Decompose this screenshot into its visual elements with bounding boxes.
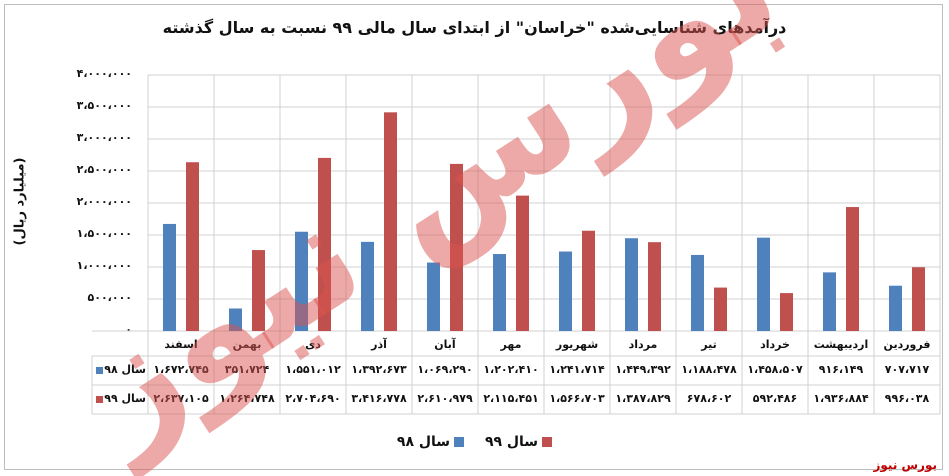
- category-label: مهر: [500, 338, 522, 351]
- category-label: دی: [305, 338, 321, 351]
- table-cell: ۷۰۷،۷۱۷: [884, 363, 930, 376]
- y-tick-label: ۴،۰۰۰،۰۰۰: [76, 67, 132, 80]
- chart-title: درآمدهای شناسایی‌شده "خراسان" از ابتدای …: [162, 18, 787, 37]
- legend-label-series-99: سال ۹۹: [484, 434, 539, 450]
- y-tick-label: ۱،۰۰۰،۰۰۰: [76, 259, 132, 272]
- table-cell: ۹۹۶،۰۳۸: [884, 392, 930, 405]
- table-cell: ۱،۳۹۲،۶۷۳: [351, 363, 407, 376]
- category-label: اسفند: [164, 338, 198, 351]
- y-tick-label: ۳،۰۰۰،۰۰۰: [76, 131, 132, 144]
- table-row-key: [96, 396, 103, 403]
- legend: سال ۹۸ سال ۹۹: [0, 434, 949, 450]
- table-cell: ۳،۴۱۶،۷۷۸: [351, 392, 407, 405]
- table-cell: ۲،۱۱۵،۴۵۱: [483, 392, 539, 405]
- bar-series-98: [163, 223, 176, 331]
- bar-series-98: [625, 238, 638, 331]
- chart-frame: [4, 4, 943, 470]
- category-label: بهمن: [232, 338, 262, 351]
- bar-series-99: [912, 267, 925, 331]
- bar-series-99: [318, 157, 331, 331]
- y-tick-label: ۲،۰۰۰،۰۰۰: [76, 195, 132, 208]
- bar-series-99: [648, 242, 661, 331]
- bar-series-99: [582, 230, 595, 331]
- y-tick-label: ۳،۵۰۰،۰۰۰: [76, 99, 132, 112]
- y-tick-label: ۵۰۰،۰۰۰: [87, 291, 132, 304]
- y-tick-label: ۱،۵۰۰،۰۰۰: [76, 227, 132, 240]
- table-cell: ۱،۶۷۲،۷۴۵: [153, 363, 209, 376]
- table-cell: ۱،۵۶۶،۷۰۳: [549, 392, 605, 405]
- table-cell: ۱،۵۵۱،۰۱۲: [285, 363, 341, 376]
- table-cell: ۱،۲۰۲،۴۱۰: [483, 363, 539, 376]
- category-label: آبان: [434, 338, 456, 351]
- table-cell: ۱،۱۸۸،۴۷۸: [681, 363, 737, 376]
- legend-swatch-series-99: [542, 437, 553, 447]
- category-label: شهریور: [555, 338, 599, 351]
- bar-series-98: [559, 251, 572, 331]
- category-label: تیر: [701, 338, 717, 351]
- bar-series-98: [757, 237, 770, 331]
- bar-series-98: [691, 254, 704, 331]
- category-label: اردیبهشت: [813, 338, 869, 351]
- bar-series-99: [714, 287, 727, 331]
- table-cell: ۵۹۲،۴۸۶: [752, 392, 798, 405]
- category-label: آذر: [371, 338, 387, 351]
- y-tick-label: ۲،۵۰۰،۰۰۰: [76, 163, 132, 176]
- bar-series-98: [889, 285, 902, 331]
- table-cell: ۱،۲۴۱،۷۱۴: [549, 363, 605, 376]
- bar-series-99: [186, 162, 199, 331]
- category-label: خرداد: [760, 338, 790, 351]
- table-cell: ۲،۷۰۴،۶۹۰: [285, 392, 341, 405]
- legend-label-series-98: سال ۹۸: [396, 434, 451, 450]
- table-row-key: [96, 367, 103, 374]
- y-tick-label: ۰: [125, 323, 132, 336]
- bar-series-99: [516, 195, 529, 331]
- table-cell: ۳۵۱،۷۲۴: [224, 363, 270, 376]
- bar-series-98: [823, 272, 836, 331]
- table-cell: ۱،۴۵۸،۵۰۷: [747, 363, 803, 376]
- table-cell: ۱،۳۸۷،۸۲۹: [615, 392, 671, 405]
- bar-series-98: [427, 262, 440, 331]
- legend-item-series-99: سال ۹۹: [484, 434, 553, 450]
- table-cell: ۶۷۸،۶۰۲: [686, 392, 732, 405]
- bar-series-99: [384, 112, 397, 332]
- table-cell: ۹۱۶،۱۴۹: [818, 363, 864, 376]
- bar-series-98: [295, 231, 308, 331]
- bar-series-99: [252, 250, 265, 331]
- table-row-label: سال ۹۹: [104, 392, 146, 405]
- table-cell: ۱،۹۳۶،۸۸۴: [813, 392, 869, 405]
- bar-series-98: [229, 308, 242, 331]
- category-label: فروردین: [883, 338, 931, 351]
- table-cell: ۱،۲۶۴،۷۴۸: [219, 392, 275, 405]
- table-cell: ۱،۰۶۹،۲۹۰: [417, 363, 473, 376]
- legend-item-series-98: سال ۹۸: [396, 434, 465, 450]
- source-label: بورس نیوز: [873, 458, 937, 472]
- bar-series-99: [846, 207, 859, 331]
- table-cell: ۲،۶۱۰،۹۷۹: [417, 392, 473, 405]
- legend-swatch-series-98: [454, 437, 465, 447]
- bar-series-98: [493, 254, 506, 331]
- bar-series-99: [450, 163, 463, 331]
- bar-series-99: [780, 293, 793, 331]
- table-row-label: سال ۹۸: [104, 363, 146, 376]
- table-cell: ۱،۴۴۹،۳۹۲: [615, 363, 671, 376]
- table-cell: ۲،۶۳۷،۱۰۵: [153, 392, 209, 405]
- bar-series-98: [361, 241, 374, 331]
- category-label: مرداد: [628, 338, 658, 351]
